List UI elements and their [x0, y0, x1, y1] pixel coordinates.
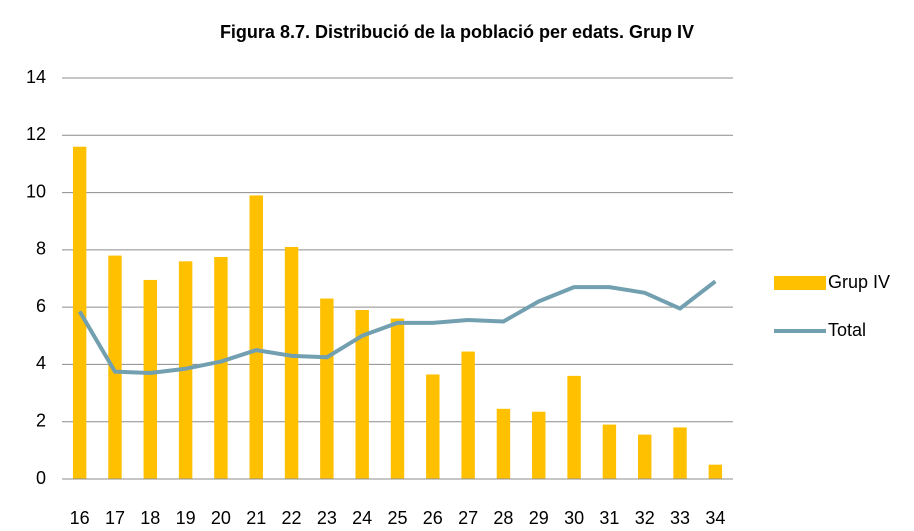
bar [673, 427, 687, 479]
x-tick-label: 25 [387, 508, 407, 528]
x-tick-label: 33 [670, 508, 690, 528]
bar [461, 351, 475, 479]
y-tick-label: 8 [36, 239, 46, 259]
x-tick-label: 30 [564, 508, 584, 528]
y-tick-label: 4 [36, 353, 46, 373]
x-tick-label: 31 [599, 508, 619, 528]
x-tick-label: 16 [70, 508, 90, 528]
legend-label: Grup IV [828, 272, 890, 292]
bar [602, 424, 617, 479]
bar [638, 434, 652, 479]
legend-label: Total [828, 320, 866, 340]
y-tick-label: 10 [26, 181, 46, 201]
y-tick-label: 6 [36, 296, 46, 316]
bar [390, 318, 405, 479]
bar [320, 298, 334, 479]
x-tick-label: 27 [458, 508, 478, 528]
x-tick-label: 21 [246, 508, 266, 528]
bar [284, 246, 299, 479]
bar [108, 255, 122, 479]
chart-title: Figura 8.7. Distribució de la població p… [220, 22, 694, 42]
legend-swatch [774, 276, 826, 290]
x-tick-label: 18 [140, 508, 160, 528]
y-tick-label: 0 [36, 468, 46, 488]
bar [567, 375, 581, 479]
x-tick-label: 26 [423, 508, 443, 528]
bar [532, 411, 546, 479]
x-tick-label: 32 [635, 508, 655, 528]
bar [214, 257, 228, 479]
bar [426, 374, 440, 479]
bar [355, 310, 369, 479]
x-tick-label: 20 [211, 508, 231, 528]
bar [143, 279, 157, 479]
x-tick-label: 24 [352, 508, 372, 528]
bar [249, 195, 263, 479]
y-tick-label: 2 [36, 410, 46, 430]
x-tick-label: 19 [176, 508, 196, 528]
x-tick-label: 22 [282, 508, 302, 528]
bar [708, 464, 723, 479]
y-tick-label: 14 [26, 67, 46, 87]
bar [496, 408, 511, 479]
x-tick-label: 23 [317, 508, 337, 528]
y-tick-label: 12 [26, 124, 46, 144]
x-tick-label: 17 [105, 508, 125, 528]
x-tick-label: 28 [493, 508, 513, 528]
x-tick-label: 29 [529, 508, 549, 528]
line [77, 279, 717, 376]
x-tick-label: 34 [705, 508, 725, 528]
